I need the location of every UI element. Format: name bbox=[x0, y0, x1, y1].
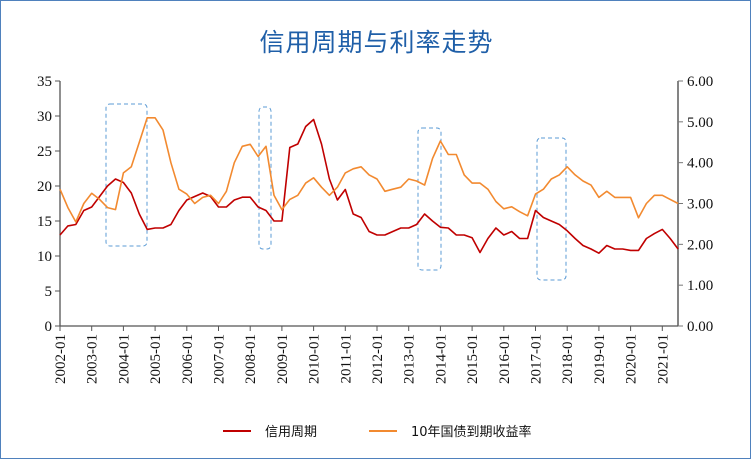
series-credit-cycle bbox=[60, 119, 678, 253]
x-tick-label: 2011-01 bbox=[338, 334, 354, 383]
right-tick-label: 5.00 bbox=[687, 115, 713, 131]
left-tick-label: 10 bbox=[37, 249, 52, 265]
x-tick-label: 2021-01 bbox=[655, 334, 671, 384]
series-line bbox=[60, 120, 678, 254]
x-tick-label: 2015-01 bbox=[465, 334, 481, 384]
x-tick-label: 2007-01 bbox=[212, 334, 228, 384]
x-tick-label: 2018-01 bbox=[560, 334, 576, 384]
x-tick-label: 2003-01 bbox=[85, 334, 101, 384]
x-tick-label: 2002-01 bbox=[53, 334, 69, 384]
x-tick-label: 2012-01 bbox=[370, 334, 386, 384]
left-tick-label: 35 bbox=[37, 74, 52, 90]
legend-label: 10年国债到期收益率 bbox=[411, 424, 532, 440]
left-tick-label: 15 bbox=[37, 214, 52, 230]
x-tick-label: 2016-01 bbox=[497, 334, 513, 384]
right-tick-label: 0.00 bbox=[687, 319, 713, 335]
x-tick-label: 2005-01 bbox=[148, 334, 164, 384]
right-tick-label: 1.00 bbox=[687, 278, 713, 294]
x-tick-label: 2006-01 bbox=[180, 334, 196, 384]
series-line bbox=[60, 118, 678, 222]
x-tick-label: 2004-01 bbox=[116, 334, 132, 384]
right-tick-label: 2.00 bbox=[687, 237, 713, 253]
left-tick-label: 20 bbox=[37, 179, 52, 195]
right-tick-label: 4.00 bbox=[687, 156, 713, 172]
x-tick-label: 2017-01 bbox=[529, 334, 545, 384]
x-tick-label: 2020-01 bbox=[624, 334, 640, 384]
left-tick-label: 5 bbox=[45, 284, 53, 300]
x-tick-label: 2009-01 bbox=[275, 334, 291, 384]
highlight-box bbox=[259, 107, 271, 249]
highlight-box bbox=[537, 138, 566, 280]
x-tick-label: 2008-01 bbox=[243, 334, 259, 384]
right-tick-label: 3.00 bbox=[687, 197, 713, 213]
legend-label: 信用周期 bbox=[265, 425, 317, 440]
x-tick-label: 2010-01 bbox=[307, 334, 323, 384]
x-tick-label: 2019-01 bbox=[592, 334, 608, 384]
left-tick-label: 25 bbox=[37, 144, 52, 160]
x-tick-label: 2014-01 bbox=[433, 334, 449, 384]
highlight-box bbox=[106, 104, 147, 246]
x-tick-label: 2013-01 bbox=[402, 334, 418, 384]
left-tick-label: 30 bbox=[37, 109, 52, 125]
series-bond-yield bbox=[60, 118, 678, 222]
right-tick-label: 6.00 bbox=[687, 74, 713, 90]
left-tick-label: 0 bbox=[45, 319, 53, 335]
